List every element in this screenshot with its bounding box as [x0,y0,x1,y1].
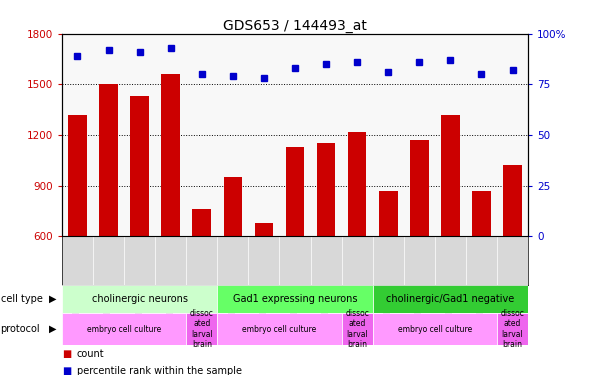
Text: dissoc
ated
larval
brain: dissoc ated larval brain [500,309,525,349]
Title: GDS653 / 144493_at: GDS653 / 144493_at [223,19,367,33]
Bar [68,115,87,338]
Bar [192,209,211,338]
Bar [373,285,528,313]
Text: dissoc
ated
larval
brain: dissoc ated larval brain [190,309,214,349]
Text: protocol: protocol [1,324,40,334]
Text: cell type: cell type [1,294,42,304]
Bar [99,84,118,338]
Text: ▶: ▶ [50,294,57,304]
Bar [373,313,497,345]
Bar [286,147,304,338]
Text: percentile rank within the sample: percentile rank within the sample [77,366,242,375]
Bar [342,313,373,345]
Text: embryo cell culture: embryo cell culture [398,324,472,334]
Text: embryo cell culture: embryo cell culture [87,324,161,334]
Text: ▶: ▶ [50,324,57,334]
Bar [317,144,335,338]
Bar [497,313,528,345]
Bar [379,190,398,338]
Text: cholinergic/Gad1 negative: cholinergic/Gad1 negative [386,294,514,304]
Text: cholinergic neurons: cholinergic neurons [91,294,188,304]
Text: embryo cell culture: embryo cell culture [242,324,317,334]
Bar [162,74,180,338]
Text: ■: ■ [62,366,71,375]
Bar [348,132,366,338]
Bar [441,115,460,338]
Text: Gad1 expressing neurons: Gad1 expressing neurons [232,294,358,304]
Bar [410,140,428,338]
Bar [472,190,491,338]
Bar [217,285,373,313]
Bar [217,313,342,345]
Bar [255,223,273,338]
Bar [224,177,242,338]
Bar [62,285,217,313]
Bar [186,313,217,345]
Bar [503,165,522,338]
Text: dissoc
ated
larval
brain: dissoc ated larval brain [345,309,369,349]
Text: count: count [77,349,104,359]
Bar [130,96,149,338]
Bar [62,313,186,345]
Text: ■: ■ [62,349,71,359]
